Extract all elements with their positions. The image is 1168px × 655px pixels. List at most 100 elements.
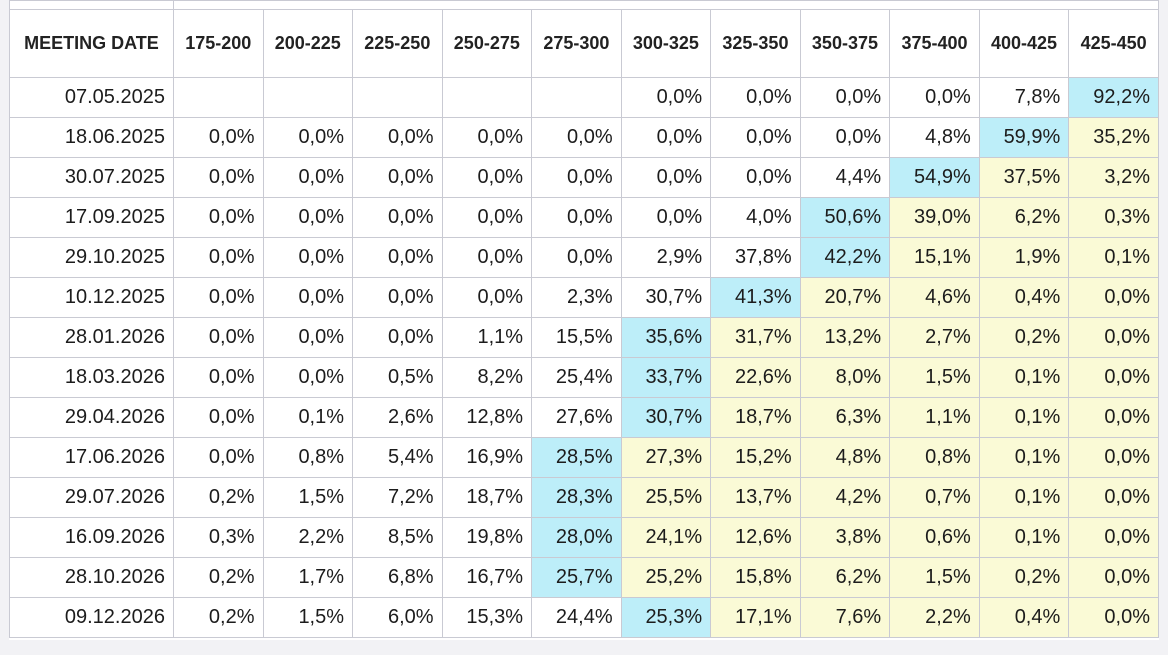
probability-cell: 6,2%: [799, 557, 891, 598]
probability-cell: 0,0%: [1068, 517, 1159, 558]
probability-cell: 20,7%: [799, 277, 891, 318]
table-top-strip: [9, 0, 1160, 10]
probability-cell: [262, 77, 354, 118]
probability-cell: 1,1%: [889, 397, 980, 438]
meeting-date-cell: 16.09.2026: [9, 517, 174, 558]
probability-cell: 0,0%: [710, 157, 801, 198]
table-row: 17.09.2025 0,0% 0,0% 0,0% 0,0% 0,0% 0,0% 4,0% 50…: [9, 197, 1159, 238]
probability-cell: 19,8%: [441, 517, 533, 558]
probability-cell: 13,7%: [710, 477, 801, 518]
probability-cell: 0,0%: [262, 237, 354, 278]
probability-cell: 0,0%: [352, 197, 443, 238]
probability-cell: 0,0%: [262, 157, 354, 198]
probability-cell: 0,0%: [262, 357, 354, 398]
meeting-date-cell: 30.07.2025: [9, 157, 174, 198]
probability-cell: 0,0%: [172, 197, 264, 238]
probability-cell: 25,2%: [620, 557, 712, 598]
probability-cell: 4,8%: [799, 437, 891, 478]
meeting-date-cell: 18.03.2026: [9, 357, 174, 398]
probability-cell: 0,1%: [978, 477, 1070, 518]
probability-cell: 4,6%: [889, 277, 980, 318]
column-header-rate-range: 200-225: [262, 9, 354, 78]
meeting-date-cell: 29.04.2026: [9, 397, 174, 438]
meeting-date-cell: 10.12.2025: [9, 277, 174, 318]
probability-cell: 6,0%: [352, 597, 443, 638]
probability-cell: 2,7%: [889, 317, 980, 358]
probability-cell: [441, 77, 533, 118]
probability-cell: 28,5%: [531, 437, 622, 478]
column-header-rate-range: 425-450: [1068, 9, 1159, 78]
probability-cell: 0,0%: [352, 117, 443, 158]
probability-cell: 0,0%: [1068, 557, 1159, 598]
probability-cell: 15,2%: [710, 437, 801, 478]
probability-cell: 15,5%: [531, 317, 622, 358]
probability-cell: 0,0%: [1068, 597, 1159, 638]
meeting-date-cell: 17.06.2026: [9, 437, 174, 478]
table-row: 29.10.2025 0,0% 0,0% 0,0% 0,0% 0,0% 2,9% 37,8% 4…: [9, 237, 1159, 278]
probability-cell: 0,2%: [172, 597, 264, 638]
probability-cell: 13,2%: [799, 317, 891, 358]
probability-cell: 0,2%: [978, 317, 1070, 358]
table-row: 29.07.2026 0,2% 1,5% 7,2% 18,7% 28,3% 25,5% 13,…: [9, 477, 1159, 518]
probability-cell: 28,0%: [531, 517, 622, 558]
probability-cell: 0,0%: [352, 157, 443, 198]
probability-cell: 12,8%: [441, 397, 533, 438]
probability-cell: 2,3%: [531, 277, 622, 318]
probability-cell: 0,1%: [978, 397, 1070, 438]
top-strip-cell: [172, 0, 1160, 10]
probability-cell: 0,6%: [889, 517, 980, 558]
probability-cell: 0,0%: [710, 77, 801, 118]
probability-cell: 37,8%: [710, 237, 801, 278]
probability-cell: 0,0%: [1068, 317, 1159, 358]
probability-cell: 24,1%: [620, 517, 712, 558]
meeting-date-cell: 28.01.2026: [9, 317, 174, 358]
probability-cell: 0,0%: [172, 397, 264, 438]
table-row: 18.06.2025 0,0% 0,0% 0,0% 0,0% 0,0% 0,0% 0,0% 0,…: [9, 117, 1159, 158]
column-header-meeting-date: MEETING DATE: [9, 9, 174, 78]
probability-table-container: MEETING DATE 175-200 200-225 225-250 250-275…: [9, 0, 1160, 640]
probability-cell: [531, 77, 622, 118]
probability-cell: 0,0%: [172, 117, 264, 158]
probability-cell: 1,5%: [262, 477, 354, 518]
probability-cell: 25,4%: [531, 357, 622, 398]
probability-cell: 0,0%: [1068, 397, 1159, 438]
probability-cell: 37,5%: [978, 157, 1070, 198]
probability-cell: 6,2%: [978, 197, 1070, 238]
table-body: 07.05.2025 0,0% 0,0% 0,0% 0,0% 7,8% 92,2% 18.06…: [9, 77, 1159, 638]
probability-cell: 0,0%: [1068, 277, 1159, 318]
probability-cell: 0,0%: [352, 317, 443, 358]
probability-cell: 0,7%: [889, 477, 980, 518]
probability-cell: 92,2%: [1068, 77, 1159, 118]
probability-cell: 1,5%: [262, 597, 354, 638]
probability-cell: 0,0%: [1068, 477, 1159, 518]
probability-cell: 4,4%: [799, 157, 891, 198]
probability-cell: 8,0%: [799, 357, 891, 398]
table-header-row: MEETING DATE 175-200 200-225 225-250 250-275…: [9, 9, 1159, 78]
probability-cell: 54,9%: [889, 157, 980, 198]
meeting-date-cell: 09.12.2026: [9, 597, 174, 638]
probability-cell: 1,1%: [441, 317, 533, 358]
probability-cell: 3,8%: [799, 517, 891, 558]
rate-probability-table: MEETING DATE 175-200 200-225 225-250 250-275…: [9, 0, 1160, 638]
probability-cell: 16,7%: [441, 557, 533, 598]
probability-cell: 0,5%: [352, 357, 443, 398]
probability-cell: 1,5%: [889, 557, 980, 598]
probability-cell: 25,7%: [531, 557, 622, 598]
probability-cell: 15,3%: [441, 597, 533, 638]
probability-cell: 3,2%: [1068, 157, 1159, 198]
probability-cell: 59,9%: [978, 117, 1070, 158]
probability-cell: 42,2%: [799, 237, 891, 278]
probability-cell: 0,0%: [620, 77, 712, 118]
column-header-rate-range: 300-325: [620, 9, 712, 78]
probability-cell: 7,2%: [352, 477, 443, 518]
probability-cell: 15,8%: [710, 557, 801, 598]
probability-cell: 0,0%: [172, 277, 264, 318]
meeting-date-cell: 18.06.2025: [9, 117, 174, 158]
probability-cell: 1,7%: [262, 557, 354, 598]
probability-cell: 0,8%: [262, 437, 354, 478]
column-header-rate-range: 175-200: [172, 9, 264, 78]
probability-cell: 30,7%: [620, 277, 712, 318]
probability-cell: 0,0%: [441, 117, 533, 158]
probability-cell: 1,9%: [978, 237, 1070, 278]
meeting-date-cell: 07.05.2025: [9, 77, 174, 118]
